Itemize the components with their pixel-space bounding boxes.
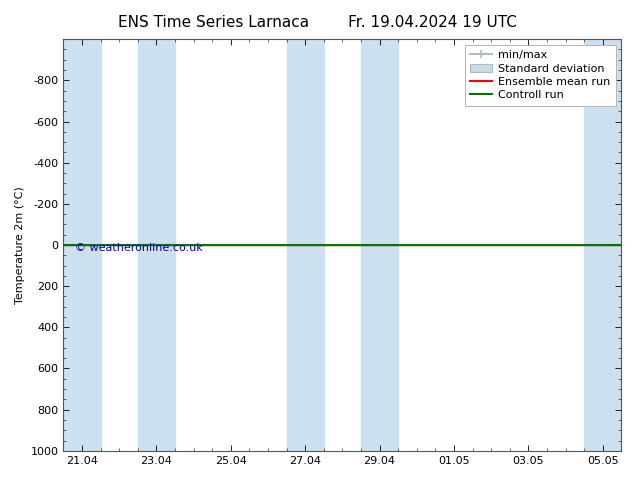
Y-axis label: Temperature 2m (°C): Temperature 2m (°C) xyxy=(15,186,25,304)
Bar xyxy=(584,39,621,451)
Bar xyxy=(138,39,175,451)
Text: © weatheronline.co.uk: © weatheronline.co.uk xyxy=(75,243,202,253)
Bar xyxy=(63,39,101,451)
Bar xyxy=(361,39,398,451)
Text: ENS Time Series Larnaca        Fr. 19.04.2024 19 UTC: ENS Time Series Larnaca Fr. 19.04.2024 1… xyxy=(117,15,517,30)
Bar xyxy=(287,39,324,451)
Legend: min/max, Standard deviation, Ensemble mean run, Controll run: min/max, Standard deviation, Ensemble me… xyxy=(465,45,616,106)
